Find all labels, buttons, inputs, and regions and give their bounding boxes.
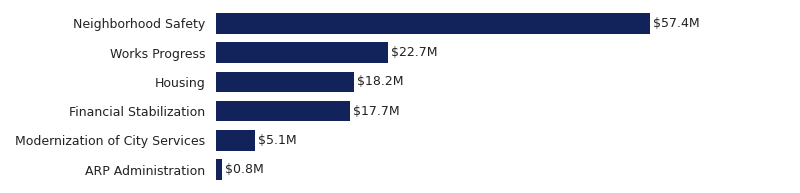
- Text: $22.7M: $22.7M: [390, 46, 437, 59]
- Text: $18.2M: $18.2M: [357, 75, 403, 88]
- Text: $5.1M: $5.1M: [258, 134, 296, 147]
- Bar: [216, 42, 387, 63]
- Text: $57.4M: $57.4M: [653, 17, 699, 30]
- Bar: [216, 72, 354, 92]
- Text: $17.7M: $17.7M: [353, 105, 399, 118]
- Bar: [216, 101, 350, 121]
- Bar: [216, 159, 222, 180]
- Bar: [216, 130, 254, 151]
- Bar: [216, 13, 650, 34]
- Text: $0.8M: $0.8M: [225, 163, 264, 176]
